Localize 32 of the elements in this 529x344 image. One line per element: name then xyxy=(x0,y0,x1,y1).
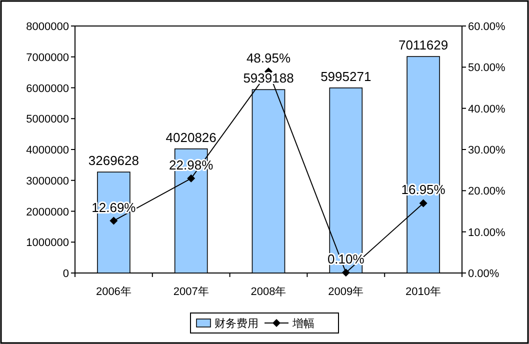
y-tick-label: 1000000 xyxy=(26,237,69,250)
x-tick-label: 2008年 xyxy=(250,286,286,298)
data-label: 4020826 xyxy=(166,130,216,145)
y-tick-label: 6000000 xyxy=(26,82,69,95)
legend-label: 增幅 xyxy=(292,318,314,330)
y2-tick-label: 0.00% xyxy=(468,268,500,280)
y2-tick-label: 40.00% xyxy=(468,103,506,116)
x-tick-label: 2006年 xyxy=(96,286,132,298)
y-tick-label: 7000000 xyxy=(26,52,69,64)
y2-tick-label: 10.00% xyxy=(468,226,506,239)
y-tick-label: 4000000 xyxy=(26,144,69,156)
data-label: 7011629 xyxy=(398,38,448,53)
point xyxy=(419,199,428,208)
legend-label: 财务费用 xyxy=(214,317,258,330)
y-tick-label: 3000000 xyxy=(26,175,69,188)
y-tick-label: 5000000 xyxy=(26,114,69,126)
data-label: 48.95% xyxy=(246,50,291,66)
y-tick-label: 0 xyxy=(62,268,69,280)
x-tick-label: 2010年 xyxy=(406,286,442,298)
data-label: 5995271 xyxy=(320,68,372,84)
point xyxy=(110,216,118,225)
y-tick-label: 8000000 xyxy=(26,21,69,33)
point xyxy=(187,174,196,182)
y2-tick-label: 60.00% xyxy=(468,21,506,33)
y2-tick-label: 50.00% xyxy=(468,62,506,74)
x-tick-label: 2009年 xyxy=(328,286,364,298)
x-tick-label: 2007年 xyxy=(173,286,209,298)
point xyxy=(342,268,350,277)
y2-tick-label: 20.00% xyxy=(468,186,506,198)
data-label: 3269628 xyxy=(88,153,140,168)
y-tick-label: 2000000 xyxy=(26,206,69,218)
y2-tick-label: 30.00% xyxy=(468,144,506,156)
